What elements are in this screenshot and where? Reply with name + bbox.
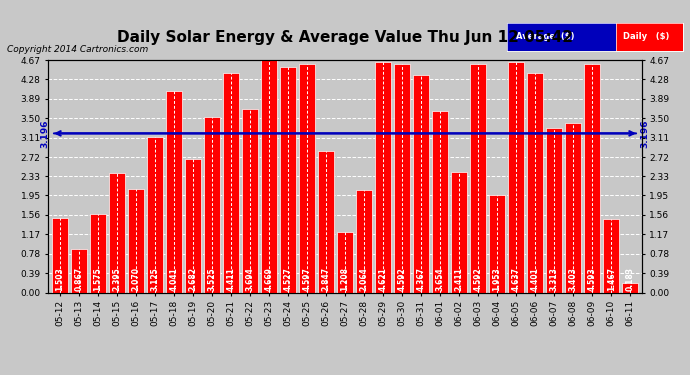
- Bar: [432, 111, 448, 292]
- Bar: [413, 75, 429, 292]
- Bar: [584, 64, 600, 292]
- Bar: [318, 151, 334, 292]
- Bar: [261, 60, 277, 292]
- Text: 4.592: 4.592: [397, 267, 406, 291]
- Text: 2.682: 2.682: [188, 267, 197, 291]
- Bar: [280, 67, 296, 292]
- Bar: [337, 232, 353, 292]
- Bar: [204, 117, 220, 292]
- Bar: [109, 173, 125, 292]
- Text: Average  ($): Average ($): [516, 32, 575, 41]
- Text: Daily   ($): Daily ($): [623, 32, 669, 41]
- Text: 2.411: 2.411: [455, 267, 464, 291]
- Bar: [299, 64, 315, 292]
- Bar: [223, 73, 239, 292]
- Bar: [185, 159, 201, 292]
- Bar: [394, 64, 410, 292]
- Text: 4.041: 4.041: [169, 267, 178, 291]
- Text: 3.313: 3.313: [550, 267, 559, 291]
- Bar: [565, 123, 581, 292]
- Text: 1.953: 1.953: [493, 267, 502, 291]
- Text: 0.867: 0.867: [75, 267, 83, 291]
- Text: 4.669: 4.669: [264, 267, 273, 291]
- Text: 4.367: 4.367: [417, 267, 426, 291]
- Text: 3.403: 3.403: [569, 267, 578, 291]
- Text: 1.467: 1.467: [607, 267, 615, 291]
- Bar: [508, 62, 524, 292]
- Text: 2.064: 2.064: [359, 267, 368, 291]
- Text: 3.125: 3.125: [150, 267, 159, 291]
- Text: 3.694: 3.694: [246, 267, 255, 291]
- Text: 3.196: 3.196: [641, 119, 650, 148]
- Text: 2.070: 2.070: [131, 267, 140, 291]
- Bar: [241, 109, 258, 292]
- Text: 2.847: 2.847: [322, 267, 331, 291]
- Text: 3.654: 3.654: [435, 267, 444, 291]
- Text: 3.196: 3.196: [40, 119, 49, 148]
- Bar: [70, 249, 87, 292]
- Text: 4.597: 4.597: [302, 267, 311, 291]
- Text: 2.395: 2.395: [112, 267, 121, 291]
- Bar: [90, 214, 106, 292]
- Bar: [470, 64, 486, 292]
- Text: 4.592: 4.592: [473, 267, 482, 291]
- Text: 1.503: 1.503: [55, 267, 64, 291]
- Text: 1.208: 1.208: [340, 267, 350, 291]
- Bar: [52, 217, 68, 292]
- Text: 0.183: 0.183: [626, 267, 635, 291]
- Bar: [451, 172, 467, 292]
- Bar: [527, 74, 543, 292]
- Text: Copyright 2014 Cartronics.com: Copyright 2014 Cartronics.com: [7, 45, 148, 54]
- Text: Daily Solar Energy & Average Value Thu Jun 12 05:42: Daily Solar Energy & Average Value Thu J…: [117, 30, 573, 45]
- Text: 4.411: 4.411: [226, 267, 235, 291]
- Bar: [375, 63, 391, 292]
- Bar: [489, 195, 505, 292]
- Bar: [546, 128, 562, 292]
- Bar: [356, 190, 372, 292]
- Bar: [603, 219, 620, 292]
- Text: 4.637: 4.637: [512, 267, 521, 291]
- Bar: [147, 137, 163, 292]
- Text: 4.527: 4.527: [284, 267, 293, 291]
- Text: 4.621: 4.621: [379, 267, 388, 291]
- Text: 4.401: 4.401: [531, 267, 540, 291]
- Bar: [128, 189, 144, 292]
- Text: 1.575: 1.575: [93, 267, 102, 291]
- Bar: [622, 284, 638, 292]
- Text: 4.593: 4.593: [588, 267, 597, 291]
- Text: 3.525: 3.525: [208, 267, 217, 291]
- Bar: [166, 92, 182, 292]
